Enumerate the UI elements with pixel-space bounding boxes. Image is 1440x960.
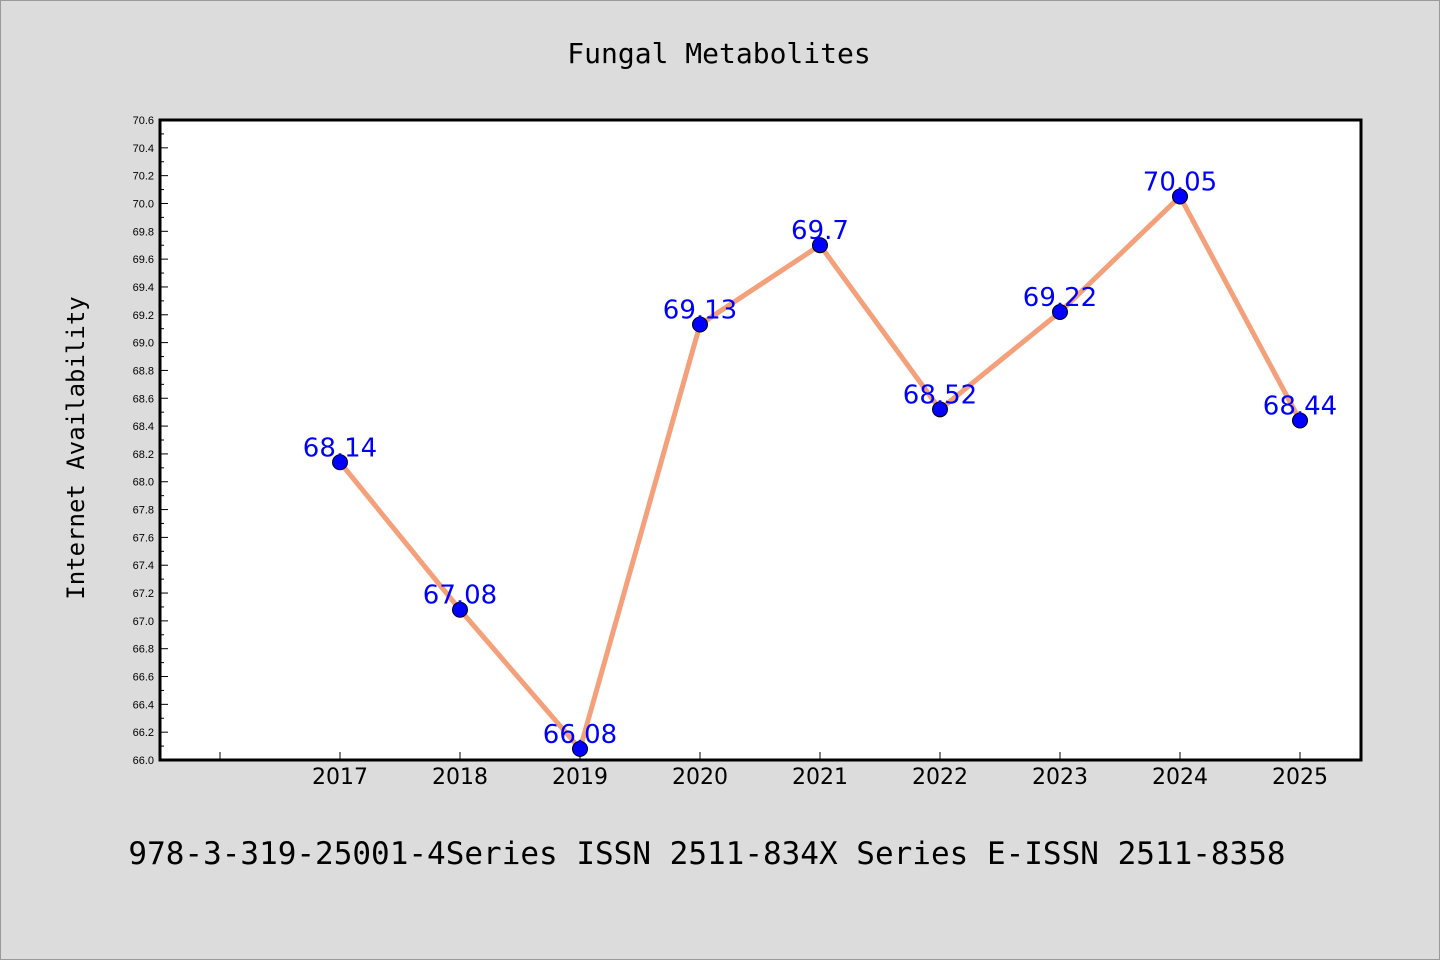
footer-text: 978-3-319-25001-4Series ISSN 2511-834X S… (128, 836, 1285, 872)
y-tick-label: 68.8 (133, 365, 154, 377)
chart-title: Fungal Metabolites (567, 37, 870, 70)
y-tick-label: 67.2 (133, 588, 154, 600)
data-label: 67.08 (423, 581, 497, 611)
data-label: 68.44 (1263, 392, 1337, 422)
data-labels-group: 68.14 67.08 66.08 69.13 69.7 68.52 69.22 70.05 6… (303, 168, 1337, 750)
x-tick-label: 2018 (432, 765, 488, 790)
y-tick-label: 70.0 (133, 198, 154, 210)
x-tick-label: 2023 (1032, 765, 1088, 790)
x-tick-label: 2024 (1152, 765, 1208, 790)
y-tick-label: 68.4 (133, 421, 154, 433)
data-label: 68.52 (903, 380, 977, 410)
data-point (452, 601, 468, 618)
x-tick-label: 2021 (792, 765, 848, 790)
y-tick-label: 68.6 (133, 393, 154, 405)
y-tick-label: 69.0 (133, 338, 154, 350)
series-points-group (332, 188, 1308, 757)
data-point (1172, 188, 1188, 205)
x-tick-label: 2017 (312, 765, 368, 790)
y-tick-label: 70.2 (133, 171, 154, 183)
x-tick-label: 2025 (1272, 765, 1328, 790)
data-point (812, 237, 828, 254)
data-label: 66.08 (543, 720, 617, 750)
x-tick-label: 2022 (912, 765, 968, 790)
y-axis-ticks: 66.0 66.2 66.4 66.6 66.8 67.0 67.2 67.4 67.6 67.8… (133, 115, 168, 767)
y-axis-title: Internet Availability (62, 296, 90, 599)
data-label: 69.13 (663, 296, 737, 326)
y-tick-label: 70.4 (133, 143, 154, 155)
y-tick-label: 66.2 (133, 727, 154, 739)
data-point (692, 316, 708, 333)
y-tick-label: 69.2 (133, 310, 154, 322)
data-point (572, 740, 588, 757)
x-axis-ticks: 2017 2018 2019 2020 2021 2022 2023 2024 2025 (219, 752, 1328, 790)
data-point (932, 401, 948, 418)
y-tick-label: 67.8 (133, 505, 154, 517)
y-tick-label: 69.8 (133, 226, 154, 238)
data-point (332, 454, 348, 471)
y-tick-label: 66.8 (133, 644, 154, 656)
data-point (1052, 304, 1068, 320)
data-point (1292, 412, 1308, 429)
y-tick-label: 67.0 (133, 616, 154, 628)
data-label: 69.7 (791, 216, 849, 246)
y-tick-label: 69.6 (133, 254, 154, 266)
plot-area (158, 118, 1363, 762)
y-tick-label: 68.0 (133, 477, 154, 489)
y-tick-label: 67.6 (133, 532, 154, 544)
x-tick-label: 2019 (552, 765, 608, 790)
data-label: 68.14 (303, 433, 377, 463)
y-tick-label: 68.2 (133, 449, 154, 461)
data-label: 70.05 (1143, 168, 1217, 198)
y-tick-label: 70.6 (133, 115, 154, 127)
y-tick-label: 69.4 (133, 282, 154, 294)
y-tick-label: 66.6 (133, 672, 154, 684)
y-tick-label: 67.4 (133, 560, 154, 572)
y-tick-label: 66.0 (133, 755, 154, 767)
y-tick-label: 66.4 (133, 699, 154, 711)
data-label: 69.22 (1023, 283, 1097, 313)
x-tick-label: 2020 (672, 765, 728, 790)
